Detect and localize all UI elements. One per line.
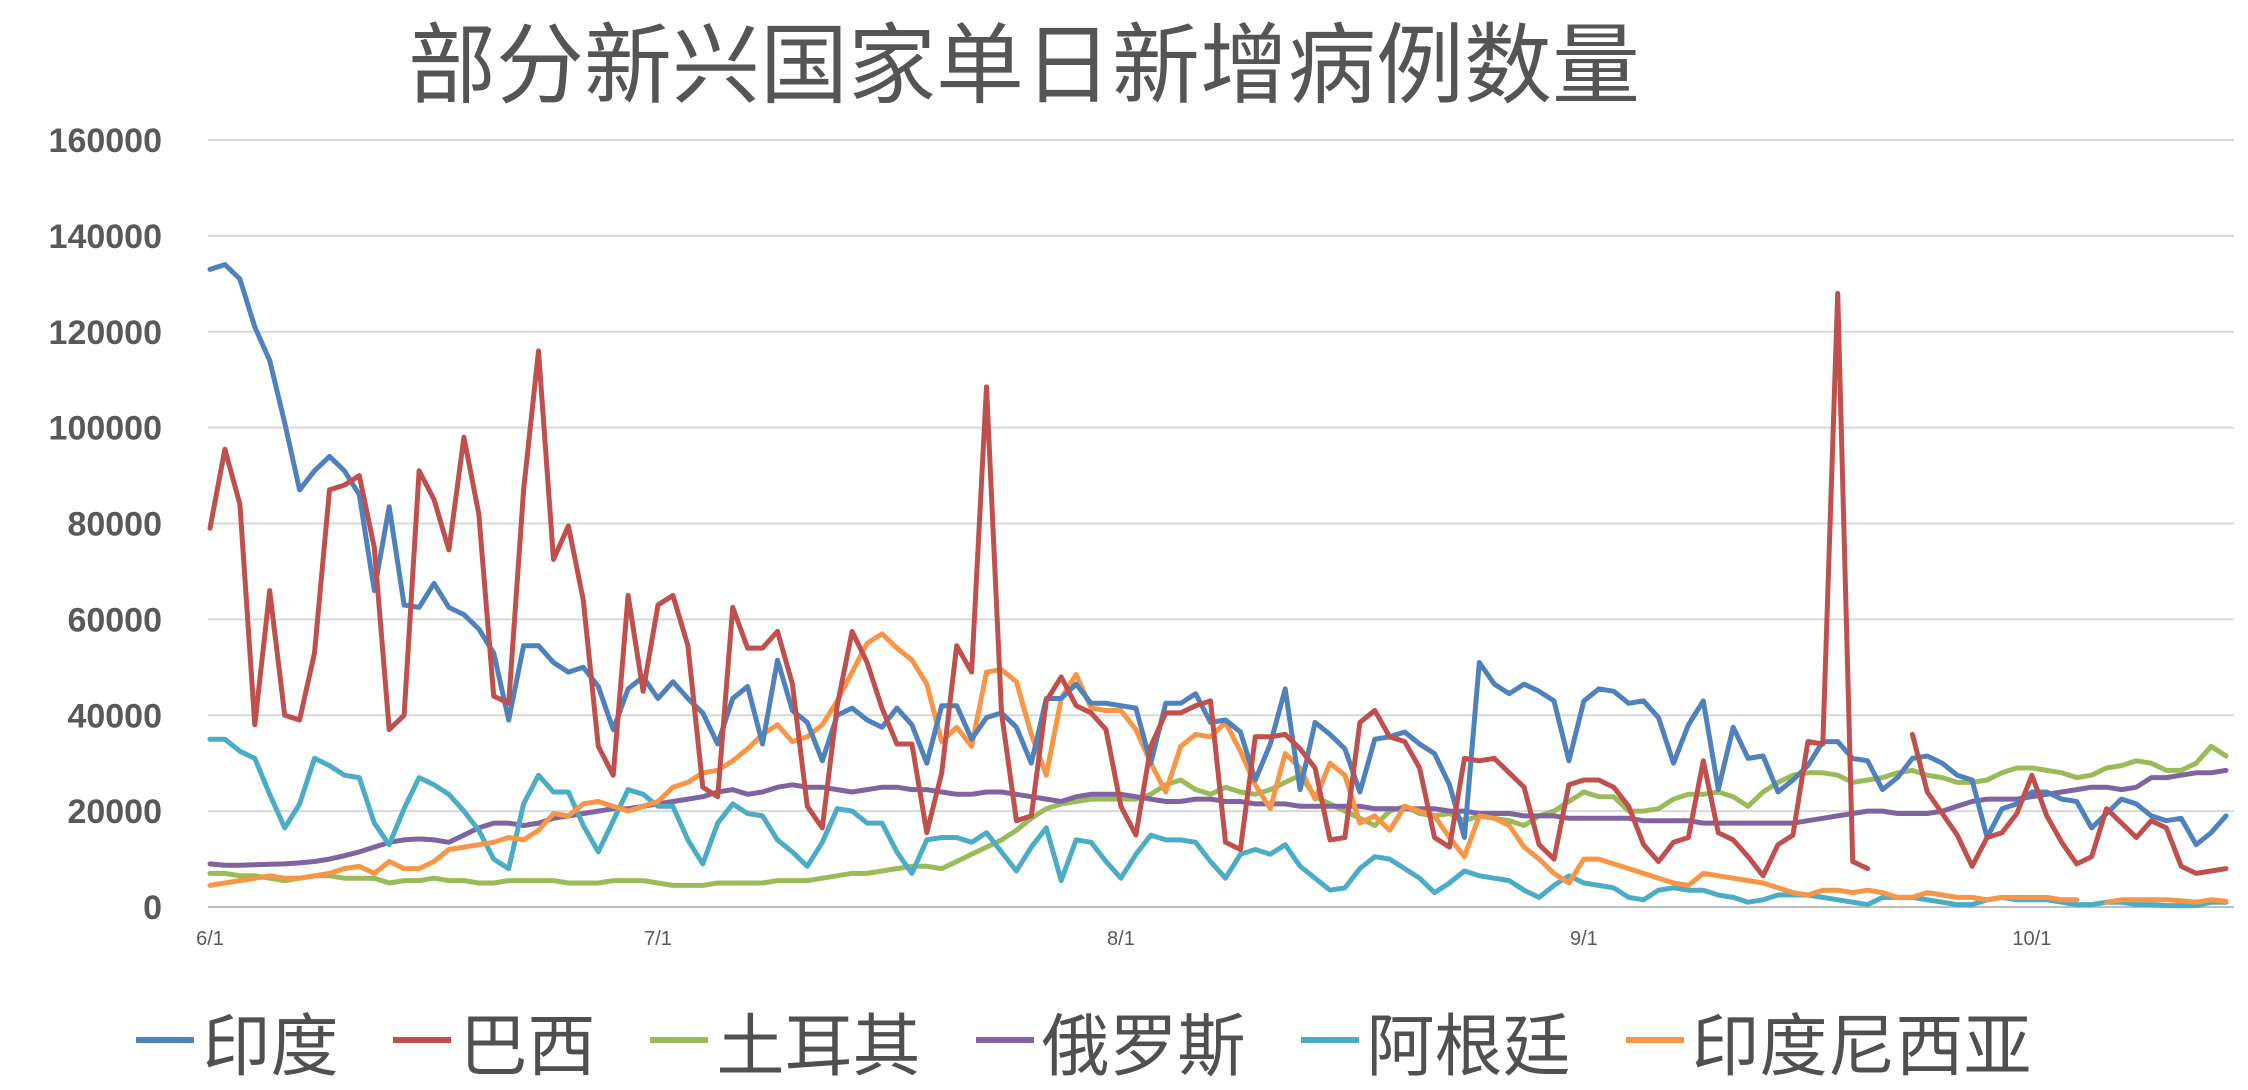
y-tick-label: 140000 xyxy=(49,218,162,256)
series-line-0 xyxy=(207,262,2229,848)
chart-title: 部分新兴国家单日新增病例数量 xyxy=(407,14,1640,117)
y-tick-label: 0 xyxy=(143,889,162,927)
series-line-5 xyxy=(207,631,2229,905)
line-chart: 0 20000 40000 60000 80000 100000 120000 140000 1… xyxy=(49,122,2234,950)
series-line-1 xyxy=(207,290,2229,879)
legend-swatch xyxy=(1300,1037,1359,1043)
y-tick-label: 20000 xyxy=(67,793,162,831)
legend-label: 土耳其 xyxy=(716,1007,921,1087)
legend-swatch xyxy=(1625,1037,1684,1043)
legend-label: 巴西 xyxy=(459,1007,596,1087)
x-tick-label: 10/1 xyxy=(2012,928,2051,950)
x-axis-labels: 6/1 7/1 8/1 9/1 10/1 xyxy=(196,928,2051,950)
y-tick-label: 60000 xyxy=(67,601,162,639)
legend-item-argentina: 阿根廷 xyxy=(1300,995,1571,1087)
legend-swatch xyxy=(975,1037,1034,1043)
legend-label: 俄罗斯 xyxy=(1041,1007,1246,1087)
legend-swatch xyxy=(136,1037,195,1043)
y-tick-label: 160000 xyxy=(49,122,162,160)
series-lines xyxy=(207,262,2229,909)
y-tick-label: 80000 xyxy=(67,506,162,544)
legend-label: 印度尼西亚 xyxy=(1691,1007,2032,1087)
legend-item-brazil: 巴西 xyxy=(393,995,595,1087)
legend-item-india: 印度 xyxy=(136,995,338,1087)
x-tick-label: 8/1 xyxy=(1107,928,1135,950)
x-tick-label: 9/1 xyxy=(1570,928,1598,950)
legend-swatch xyxy=(650,1037,709,1043)
legend: 印度 巴西 土耳其 俄罗斯 阿根廷 印度尼西亚 xyxy=(0,995,2248,1087)
y-tick-label: 100000 xyxy=(49,410,162,448)
y-axis-labels: 0 20000 40000 60000 80000 100000 120000 140000 1… xyxy=(49,122,162,927)
x-tick-label: 6/1 xyxy=(196,928,224,950)
legend-label: 印度 xyxy=(202,1007,339,1087)
legend-item-turkey: 土耳其 xyxy=(650,995,921,1087)
legend-item-indonesia: 印度尼西亚 xyxy=(1625,995,2032,1087)
legend-item-russia: 俄罗斯 xyxy=(975,995,1246,1087)
x-tick-label: 7/1 xyxy=(644,928,672,950)
y-tick-label: 40000 xyxy=(67,697,162,735)
legend-label: 阿根廷 xyxy=(1366,1007,1571,1087)
y-tick-label: 120000 xyxy=(49,314,162,352)
legend-swatch xyxy=(393,1037,452,1043)
